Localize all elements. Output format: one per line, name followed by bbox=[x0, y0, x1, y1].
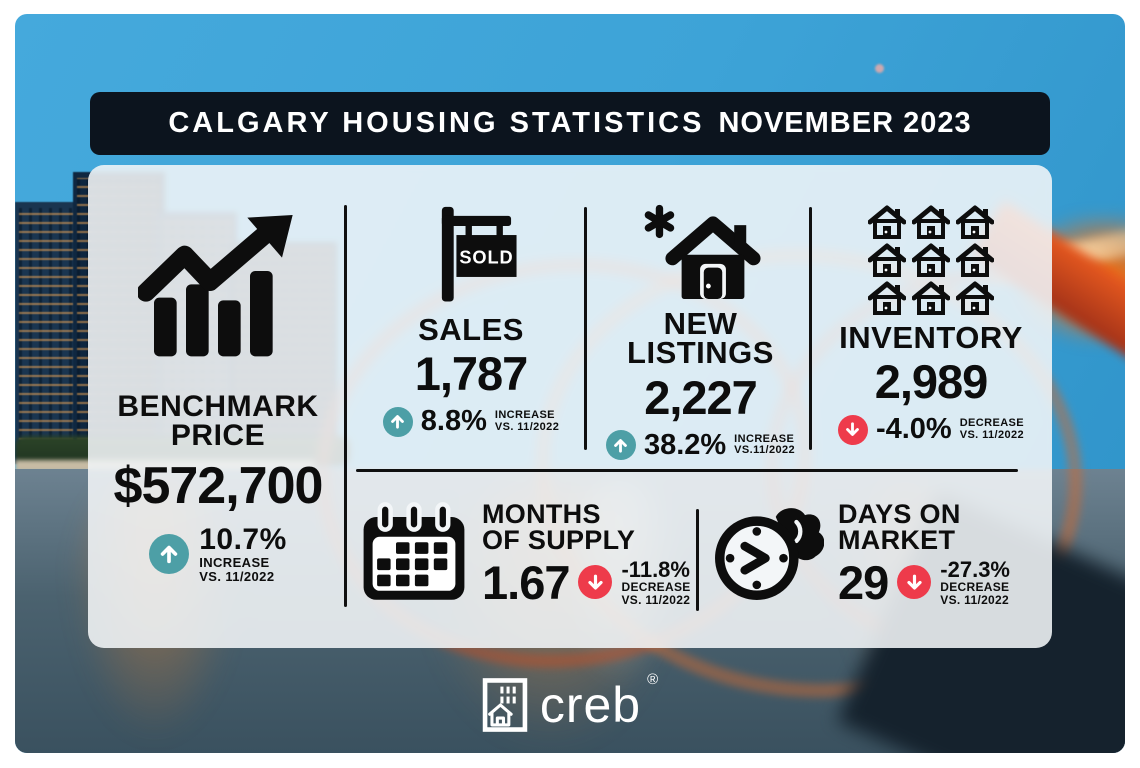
up-arrow-icon bbox=[149, 534, 190, 575]
inventory-change-vs: VS. 11/2022 bbox=[959, 428, 1025, 441]
creb-wordmark: creb bbox=[539, 677, 642, 733]
inventory-change-word: DECREASE bbox=[959, 417, 1025, 430]
days-on-market-value: 29 bbox=[838, 555, 889, 609]
divider-vertical bbox=[344, 205, 347, 607]
months-of-supply-change-vs: VS. 11/2022 bbox=[621, 592, 691, 607]
inventory-value: 2,989 bbox=[874, 355, 989, 409]
calgary-skyline-photo: CALGARY HOUSING STATISTICS NOVEMBER 2023 bbox=[15, 14, 1125, 753]
title-banner: CALGARY HOUSING STATISTICS NOVEMBER 2023 bbox=[90, 92, 1050, 155]
new-listings-value: 2,227 bbox=[644, 370, 758, 424]
new-listings-change-vs: VS.11/2022 bbox=[734, 444, 796, 457]
months-of-supply-change: 1.67 -11.8% DECREASE VS. 11/2022 bbox=[482, 558, 691, 607]
days-on-market-change-pct: -27.3% bbox=[940, 556, 1010, 582]
benchmark-change-vs: VS. 11/2022 bbox=[199, 569, 275, 585]
inventory-section: INVENTORY 2,989 -4.0% DECREASE VS. 11/20… bbox=[817, 205, 1045, 446]
new-listings-section: NEW LISTINGS 2,227 38.2% INCREASE VS.11/… bbox=[592, 201, 809, 462]
months-of-supply-change-word: DECREASE bbox=[621, 580, 691, 594]
inventory-change-pct: -4.0% bbox=[875, 413, 952, 446]
divider-horizontal bbox=[356, 469, 1018, 472]
registered-mark: ® bbox=[647, 671, 659, 688]
months-of-supply-value: 1.67 bbox=[482, 555, 570, 609]
benchmark-change-word: INCREASE bbox=[199, 555, 270, 571]
houses-grid-icon bbox=[868, 205, 994, 315]
days-on-market-section: DAYS ON MARKET 29 -27.3% DECREASE VS. 11… bbox=[712, 499, 1042, 607]
benchmark-value: $572,700 bbox=[113, 457, 324, 515]
bar-chart-up-icon bbox=[138, 215, 298, 375]
sales-change: 8.8% INCREASE VS. 11/2022 bbox=[382, 405, 560, 438]
days-on-market-label: DAYS ON MARKET bbox=[838, 499, 961, 556]
sales-change-vs: VS. 11/2022 bbox=[494, 420, 560, 433]
benchmark-change: 10.7% INCREASE VS. 11/2022 bbox=[149, 523, 287, 585]
sold-sign-text: SOLD bbox=[459, 247, 513, 267]
sales-change-pct: 8.8% bbox=[420, 405, 487, 438]
days-on-market-change-word: DECREASE bbox=[940, 580, 1010, 594]
inventory-label: INVENTORY bbox=[839, 320, 1023, 355]
sales-section: SOLD SALES 1,787 8.8% INCREASE VS. 11/20… bbox=[358, 205, 584, 438]
new-listings-label: NEW LISTINGS bbox=[627, 306, 774, 371]
divider-vertical bbox=[584, 207, 587, 450]
new-house-icon bbox=[641, 201, 761, 301]
creb-logo: creb ® bbox=[15, 669, 1125, 741]
days-on-market-change-vs: VS. 11/2022 bbox=[940, 592, 1009, 607]
stats-panel: BENCHMARK PRICE $572,700 10.7% INCREASE … bbox=[88, 165, 1052, 648]
months-of-supply-section: MONTHS OF SUPPLY 1.67 -11.8% DECREASE VS… bbox=[360, 499, 691, 607]
down-arrow-icon bbox=[837, 414, 868, 445]
benchmark-label: BENCHMARK PRICE bbox=[117, 390, 319, 452]
up-arrow-icon bbox=[605, 430, 636, 461]
down-arrow-icon bbox=[897, 565, 932, 600]
down-arrow-icon bbox=[578, 565, 613, 600]
divider-vertical bbox=[809, 207, 812, 450]
benchmark-price-section: BENCHMARK PRICE $572,700 10.7% INCREASE … bbox=[96, 215, 340, 584]
banner-period: NOVEMBER 2023 bbox=[718, 107, 972, 139]
inventory-change: -4.0% DECREASE VS. 11/2022 bbox=[837, 413, 1025, 446]
new-listings-change-word: INCREASE bbox=[734, 432, 795, 445]
moon bbox=[875, 64, 884, 73]
benchmark-change-pct: 10.7% bbox=[199, 523, 287, 556]
calendar-icon bbox=[360, 501, 468, 605]
months-of-supply-change-pct: -11.8% bbox=[621, 556, 690, 582]
sales-change-word: INCREASE bbox=[494, 409, 555, 422]
creb-building-icon bbox=[482, 677, 528, 733]
banner-title: CALGARY HOUSING STATISTICS bbox=[168, 107, 705, 139]
sales-value: 1,787 bbox=[414, 347, 529, 401]
new-listings-change: 38.2% INCREASE VS.11/2022 bbox=[605, 428, 796, 462]
clock-flame-icon bbox=[712, 501, 824, 605]
sales-label: SALES bbox=[418, 312, 524, 347]
divider-vertical bbox=[696, 509, 699, 611]
up-arrow-icon bbox=[382, 406, 413, 437]
sold-sign-icon: SOLD bbox=[416, 205, 526, 307]
new-listings-change-pct: 38.2% bbox=[643, 428, 727, 461]
months-of-supply-label: MONTHS OF SUPPLY bbox=[482, 499, 636, 556]
days-on-market-change: 29 -27.3% DECREASE VS. 11/2022 bbox=[838, 558, 1010, 607]
